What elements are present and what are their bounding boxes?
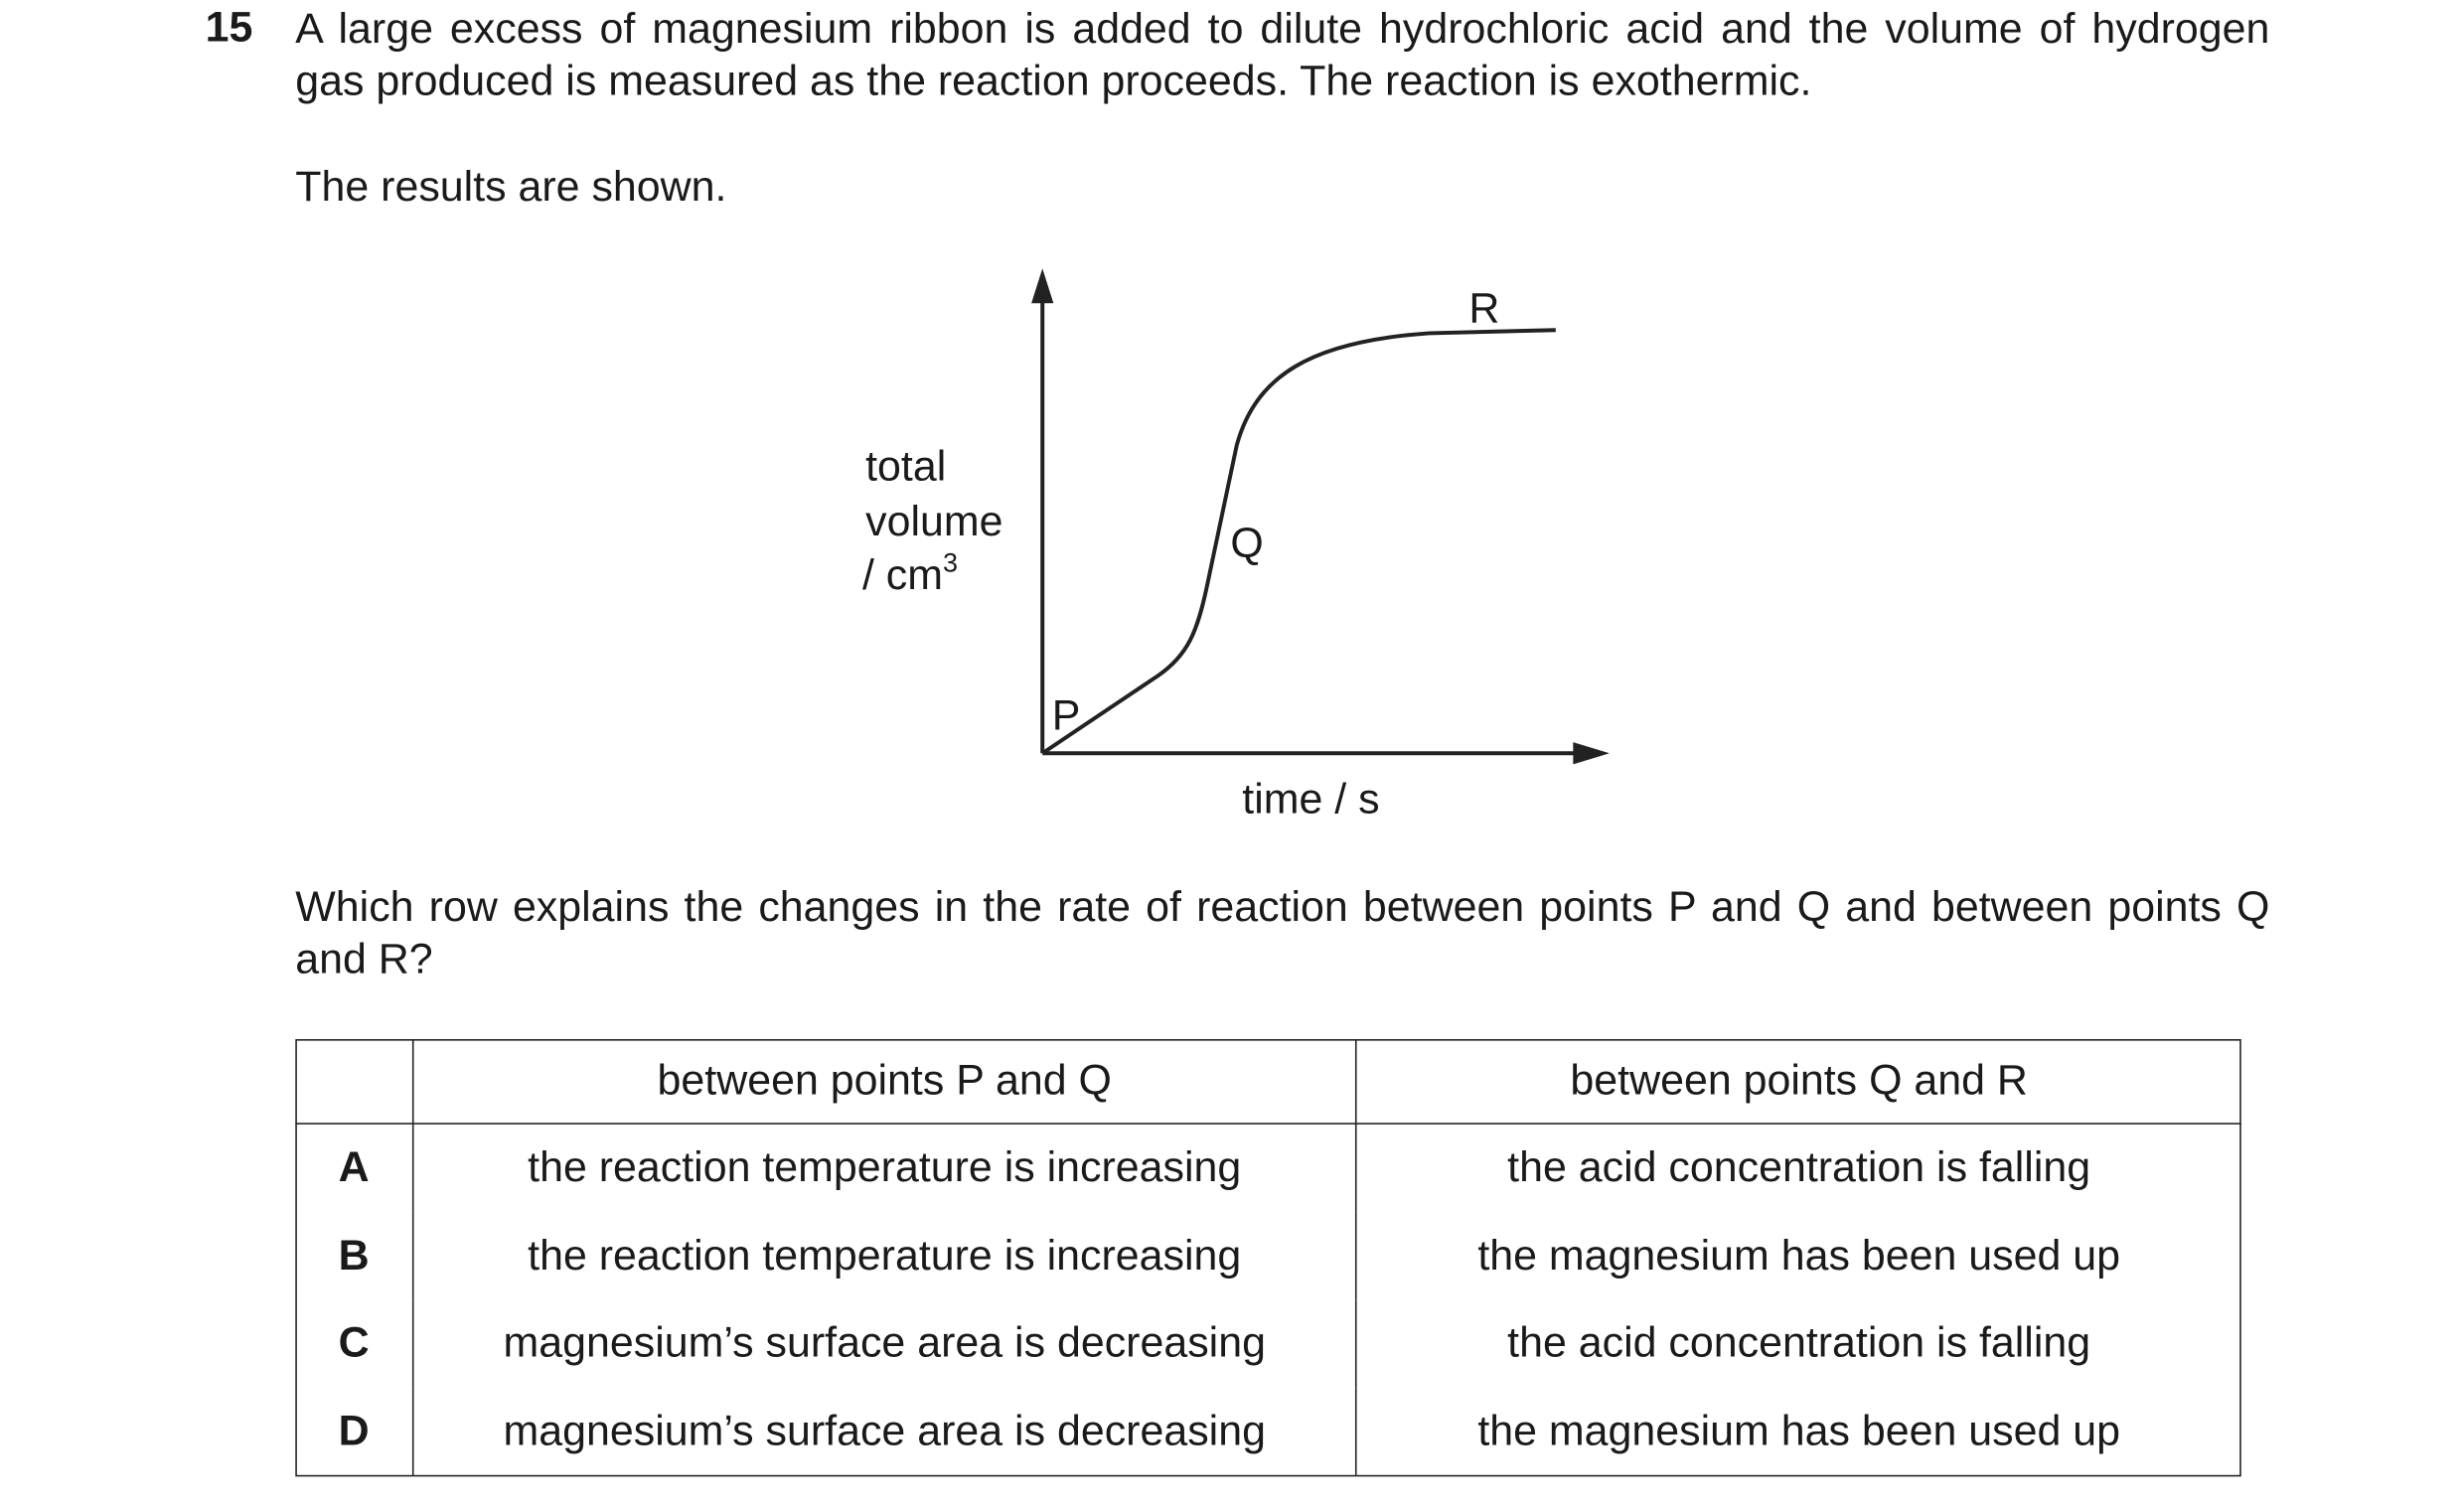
y-arrow [1031,268,1054,304]
option-letter: C [295,1299,414,1388]
point-label: R [1468,284,1499,332]
header-cell: between points P and Q [412,1039,1357,1125]
option-cell: the magnesium has been used up [1477,1231,2120,1280]
point-label: Q [1230,520,1263,567]
y-unit-text: / cm [862,551,943,599]
point-label: P [1052,691,1081,739]
y-unit: / cm3 [862,547,958,598]
y-unit-power: 3 [943,547,958,577]
option-letter: A [295,1124,414,1213]
option-cell: the acid concentration is falling [1507,1143,2091,1192]
option-letter: B [295,1212,414,1300]
question-number: 15 [205,3,253,51]
curve [1041,328,1556,755]
graph: total volume / cm3 time / s P Q R [862,268,1610,824]
question-text: A large excess of magnesium ribbon is ad… [295,4,2270,104]
header-cell [295,1039,414,1125]
header-cell: between points Q and R [1355,1039,2241,1125]
option-cell: the magnesium has been used up [1477,1407,2120,1454]
option-cell: magnesium’s surface area is decreasing [412,1387,1357,1475]
y-label: total [865,442,946,490]
option-letter: D [295,1387,414,1475]
prompt-text: Which row explains the changes in the ra… [295,882,2270,982]
y-label: volume [865,498,1002,545]
option-cell: the reaction temperature is increasing [412,1124,1357,1213]
x-arrow [1573,742,1610,765]
option-cell: the acid concentration is falling [1507,1318,2091,1367]
intro-text: The results are shown. [295,162,727,211]
option-cell: the reaction temperature is increasing [412,1212,1357,1300]
header-row: between points P and Q between points Q … [295,1039,2241,1125]
x-label: time / s [1242,776,1379,824]
option-cell: magnesium’s surface area is decreasing [412,1299,1357,1388]
answer-table: between points P and Q between points Q … [295,1039,2241,1475]
table-border [295,1039,2241,1477]
